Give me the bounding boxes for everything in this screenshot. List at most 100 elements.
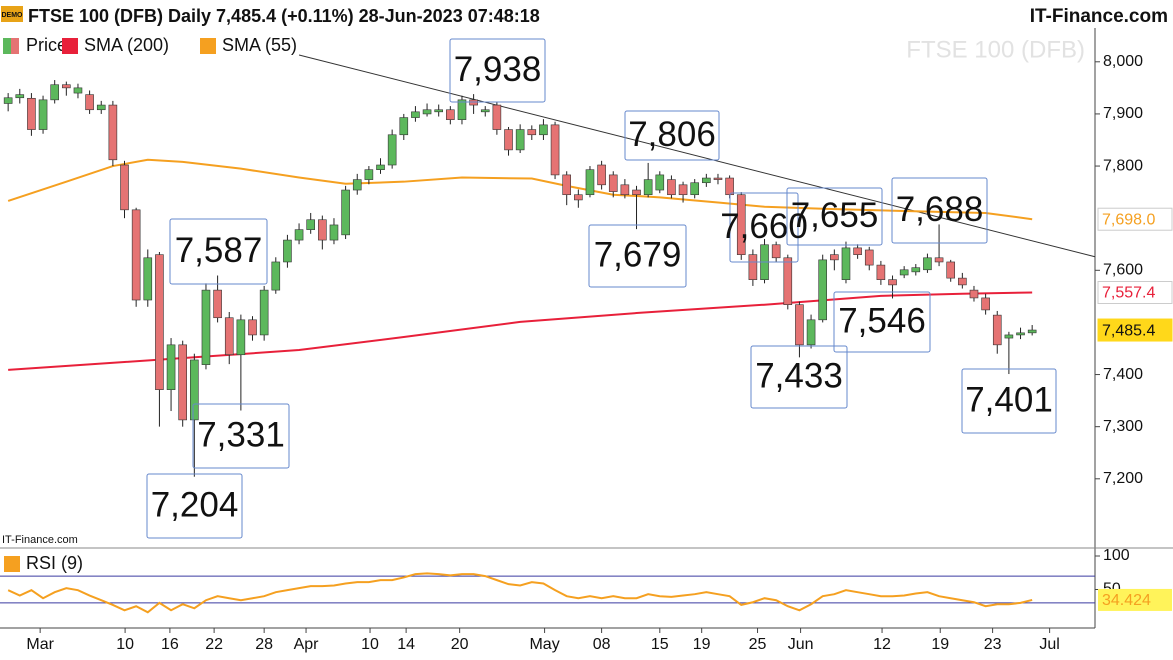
candle-body: [818, 259, 828, 321]
candle-body: [632, 189, 641, 196]
annotation: 7,204: [151, 485, 239, 524]
annotation-box: [891, 177, 988, 244]
candle-body: [620, 184, 630, 196]
sma-line: [8, 291, 1033, 371]
candle-body: [143, 257, 153, 301]
annotation: 7,938: [454, 50, 542, 89]
candle-body: [155, 254, 164, 390]
candle-body: [38, 99, 48, 130]
legend-label: RSI (9): [26, 553, 83, 573]
x-tick-label: Jun: [788, 636, 814, 653]
legend-swatch: [200, 38, 216, 54]
candle-body: [725, 177, 734, 196]
annotation-box: [729, 192, 799, 263]
candle-body: [923, 257, 932, 271]
annotation: 7,401: [965, 380, 1053, 419]
candle-body: [434, 109, 443, 113]
x-tick-label: 08: [593, 636, 611, 653]
last-value-label: 34.424: [1102, 592, 1151, 609]
candle-body: [853, 247, 862, 255]
candle-body: [341, 189, 350, 236]
candle-body: [446, 109, 455, 120]
candle-body: [73, 87, 83, 94]
candle-body: [3, 97, 13, 104]
brand: IT-Finance.com: [1030, 6, 1168, 27]
candle-body: [283, 239, 292, 263]
candle-body: [911, 267, 921, 273]
annotation: 7,679: [594, 235, 682, 274]
trendline: [298, 54, 1096, 258]
annotation: 7,587: [175, 231, 263, 270]
candle-body: [318, 219, 327, 241]
annotation: 7,660: [720, 207, 808, 246]
x-tick-label: 23: [984, 636, 1002, 653]
candle-body: [213, 289, 222, 319]
last-value-box: [1098, 588, 1172, 611]
candle-body: [27, 97, 36, 130]
x-tick-label: 10: [361, 636, 379, 653]
annotation: 7,546: [838, 301, 926, 340]
candle-body: [841, 247, 851, 280]
candle-body: [178, 344, 187, 421]
candle-body: [387, 134, 397, 166]
candle-body: [457, 99, 467, 120]
candle-body: [969, 289, 979, 299]
last-value-label: 7,698.0: [1102, 211, 1155, 228]
candle-body: [271, 261, 281, 291]
x-tick-label: 12: [873, 636, 891, 653]
candle-body: [783, 257, 793, 306]
candle-body: [713, 177, 723, 180]
candle-body: [981, 297, 990, 311]
candle-body: [527, 129, 537, 136]
x-tick-label: Mar: [26, 636, 54, 653]
candle-body: [248, 319, 257, 336]
last-value-box: [1097, 281, 1173, 305]
badge: DEMO: [2, 12, 24, 19]
candle-body: [1027, 329, 1037, 334]
candle-body: [329, 224, 339, 241]
footer-brand: IT-Finance.com: [2, 534, 78, 546]
sma-line: [7, 158, 1033, 221]
x-tick-label: 10: [116, 636, 134, 653]
candle-body: [306, 219, 315, 230]
annotation: 7,433: [755, 356, 843, 395]
candle-body: [539, 124, 548, 136]
title: FTSE 100 (DFB) Daily 7,485.4 (+0.11%) 28…: [28, 6, 540, 26]
candle-body: [830, 254, 839, 261]
x-tick-label: 25: [749, 636, 767, 653]
legend-swatch: [62, 38, 78, 54]
candle-body: [585, 169, 595, 196]
candle-body: [131, 209, 141, 301]
candle-body: [399, 117, 409, 136]
x-tick-label: 14: [397, 636, 415, 653]
watermark: FTSE 100 (DFB): [906, 36, 1085, 63]
candle-body: [550, 124, 560, 176]
candle-body: [422, 109, 432, 115]
badge-icon: [1, 6, 23, 22]
candle-body: [876, 264, 886, 280]
candle-body: [1004, 334, 1014, 339]
legend-label: SMA (55): [222, 35, 297, 55]
candle-body: [958, 277, 967, 286]
candle-body: [201, 289, 211, 365]
y-tick-label: 7,400: [1103, 366, 1143, 383]
x-tick-label: 20: [451, 636, 469, 653]
annotation-box: [192, 403, 290, 469]
candle-body: [655, 174, 665, 191]
x-tick-label: Jul: [1039, 636, 1059, 653]
legend-label: Price: [26, 35, 67, 55]
candle-body: [795, 304, 804, 346]
legend-label: SMA (200): [84, 35, 169, 55]
annotation-box: [833, 291, 931, 353]
y-tick-label: 7,600: [1103, 262, 1143, 279]
candle-body: [411, 111, 420, 118]
rsi-line: [7, 572, 1033, 614]
candle-body: [120, 164, 129, 211]
candle-body: [678, 184, 688, 196]
candle-body: [190, 359, 199, 421]
annotation: 7,331: [197, 415, 285, 454]
y-tick-label: 7,300: [1103, 418, 1143, 435]
candle-body: [96, 104, 106, 111]
candle-body: [888, 279, 897, 286]
legend-swatch: [3, 38, 11, 54]
